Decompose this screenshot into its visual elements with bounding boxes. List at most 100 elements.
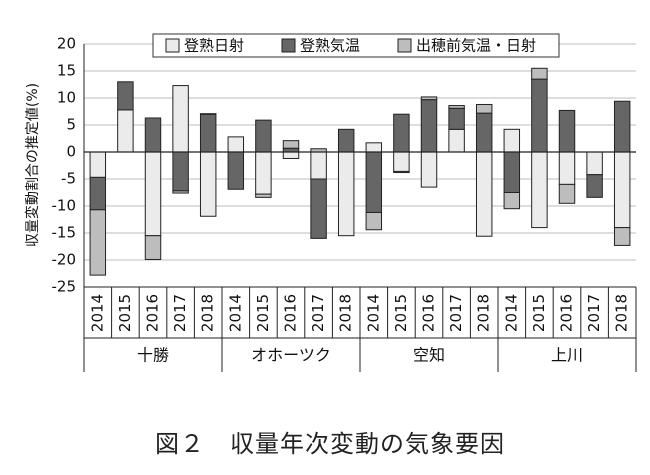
- bar-segment: [503, 151, 521, 193]
- y-tick-label: -5: [61, 170, 76, 188]
- legend: 登熟日射 登熟気温 出穂前気温・日射: [152, 33, 560, 58]
- x-tick-label: 2018: [337, 294, 355, 332]
- gridlines: [84, 43, 636, 288]
- bar-segment: [144, 151, 162, 237]
- bar-segment: [117, 81, 134, 111]
- bar-segment: [282, 140, 300, 149]
- legend-label-2: 出穂前気温・日射: [416, 37, 536, 55]
- bar-segment: [475, 103, 493, 114]
- x-tick-label: 2016: [558, 294, 576, 332]
- y-tick-label: 10: [57, 89, 76, 107]
- bar-segment: [199, 113, 217, 115]
- bar-segment: [613, 227, 631, 246]
- bar-series: [89, 67, 631, 276]
- legend-swatch-1: [281, 38, 296, 53]
- bar-segment: [255, 193, 272, 198]
- bar-segment: [558, 151, 576, 185]
- x-tick-label: 2017: [309, 294, 327, 332]
- y-tick-label: 20: [57, 35, 76, 53]
- x-tick-labels: 2014 2015 2016 2017 2018 2014 2015 2016 2017 2018…: [88, 294, 630, 332]
- x-tick-label: 2016: [144, 294, 162, 332]
- x-tick-label: 2014: [226, 294, 244, 332]
- x-tick-label: 2015: [530, 294, 548, 332]
- bar-segment: [255, 119, 272, 153]
- x-tick-label: 2018: [199, 294, 217, 332]
- bar-segment: [420, 99, 438, 153]
- bar-segment: [89, 151, 107, 178]
- y-tick-label: -25: [52, 278, 77, 296]
- axes: [83, 44, 637, 372]
- bar-segment: [586, 151, 603, 176]
- x-tick-label: 2014: [502, 294, 520, 332]
- bar-segment: [531, 67, 548, 80]
- group-label: オホーツク: [251, 346, 331, 365]
- y-axis-label: 収量変動割合の推定値(%): [24, 83, 41, 247]
- bar-segment: [255, 151, 272, 195]
- bar-segment: [199, 151, 217, 217]
- bar-segment: [586, 174, 603, 198]
- bar-segment: [365, 151, 383, 213]
- bar-segment: [172, 151, 189, 192]
- x-tick-label: 2014: [88, 294, 106, 332]
- x-tick-label: 2018: [475, 294, 493, 332]
- bar-segment: [172, 85, 189, 153]
- bar-segment: [337, 151, 355, 237]
- bar-segment: [558, 183, 576, 204]
- bar-segment: [282, 151, 300, 159]
- bar-segment: [89, 209, 107, 276]
- bar-segment: [448, 128, 465, 153]
- group-labels: 十勝 オホーツク 空知 上川: [137, 346, 583, 365]
- bar-segment: [117, 109, 134, 153]
- bar-segment: [503, 128, 521, 153]
- bar-segment: [558, 109, 576, 153]
- x-tick-label: 2016: [420, 294, 438, 332]
- bar-segment: [393, 113, 410, 153]
- bar-segment: [310, 151, 327, 180]
- y-tick-label: -20: [52, 251, 77, 269]
- bar-segment: [420, 96, 438, 101]
- bar-segment: [475, 151, 493, 237]
- bar-segment: [393, 170, 410, 174]
- bar-segment: [337, 128, 355, 153]
- y-tick-label: 5: [66, 116, 76, 134]
- legend-label-0: 登熟日射: [184, 37, 244, 55]
- y-tick-label: -15: [52, 224, 77, 242]
- group-label: 十勝: [137, 346, 169, 365]
- bar-segment: [227, 136, 245, 153]
- bar-segment: [310, 178, 327, 239]
- bar-segment: [448, 105, 465, 109]
- bar-segment: [420, 151, 438, 188]
- y-tick-label: -10: [52, 197, 77, 215]
- bar-segment: [172, 190, 189, 194]
- bar-segment: [199, 113, 217, 153]
- legend-swatch-0: [165, 38, 180, 53]
- x-tick-label: 2015: [392, 294, 410, 332]
- y-tick-labels: -25 -20 -15 -10 -5 0 5 10 15 20: [52, 35, 77, 296]
- bar-segment: [89, 176, 107, 211]
- bar-segment: [531, 151, 548, 229]
- figure-caption: 図２ 収量年次変動の気象要因: [155, 430, 505, 458]
- x-tick-label: 2017: [585, 294, 603, 332]
- x-tick-label: 2015: [254, 294, 272, 332]
- bar-segment: [365, 211, 383, 231]
- y-tick-label: 0: [66, 143, 76, 161]
- bar-segment: [227, 151, 245, 190]
- x-tick-label: 2018: [613, 294, 631, 332]
- x-tick-label: 2014: [364, 294, 382, 332]
- bar-segment: [393, 151, 410, 172]
- x-tick-label: 2017: [171, 294, 189, 332]
- legend-swatch-2: [397, 38, 412, 53]
- bar-segment: [531, 78, 548, 153]
- bar-segment: [448, 107, 465, 130]
- bar-segment: [475, 112, 493, 153]
- legend-box: [152, 33, 560, 58]
- legend-label-1: 登熟気温: [300, 37, 360, 55]
- bar-segment: [613, 151, 631, 229]
- x-tick-label: 2016: [282, 294, 300, 332]
- bar-segment: [144, 235, 162, 260]
- bar-segment: [365, 142, 383, 153]
- bar-segment: [144, 117, 162, 153]
- group-label: 上川: [551, 346, 583, 365]
- group-label: 空知: [413, 346, 445, 365]
